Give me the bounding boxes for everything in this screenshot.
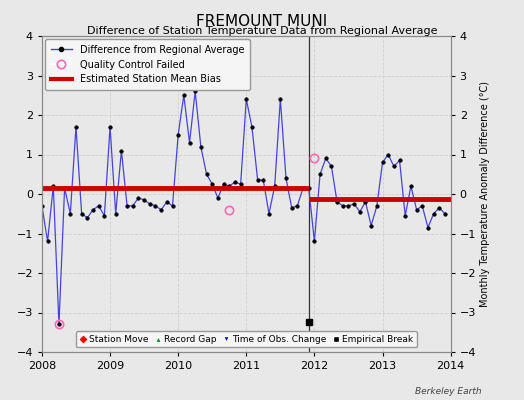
Text: FREMOUNT MUNI: FREMOUNT MUNI: [196, 14, 328, 29]
Text: Difference of Station Temperature Data from Regional Average: Difference of Station Temperature Data f…: [87, 26, 437, 36]
Text: Berkeley Earth: Berkeley Earth: [416, 387, 482, 396]
Y-axis label: Monthly Temperature Anomaly Difference (°C): Monthly Temperature Anomaly Difference (…: [481, 81, 490, 307]
Legend: Station Move, Record Gap, Time of Obs. Change, Empirical Break: Station Move, Record Gap, Time of Obs. C…: [76, 331, 417, 348]
